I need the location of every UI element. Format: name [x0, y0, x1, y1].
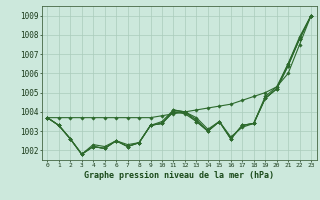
X-axis label: Graphe pression niveau de la mer (hPa): Graphe pression niveau de la mer (hPa) — [84, 171, 274, 180]
